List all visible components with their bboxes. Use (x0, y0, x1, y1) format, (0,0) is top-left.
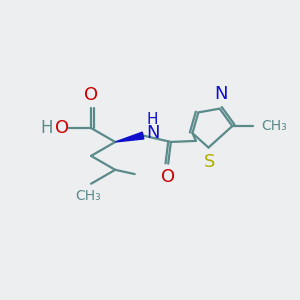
Text: S: S (204, 153, 215, 171)
Text: CH₃: CH₃ (76, 189, 101, 203)
Text: O: O (84, 86, 98, 104)
Text: N: N (214, 85, 227, 103)
Text: H: H (41, 119, 53, 137)
Text: H: H (146, 112, 158, 127)
Text: O: O (161, 168, 175, 186)
Text: N: N (146, 124, 160, 142)
Text: CH₃: CH₃ (261, 119, 287, 133)
Text: O: O (55, 119, 69, 137)
Polygon shape (115, 132, 144, 142)
